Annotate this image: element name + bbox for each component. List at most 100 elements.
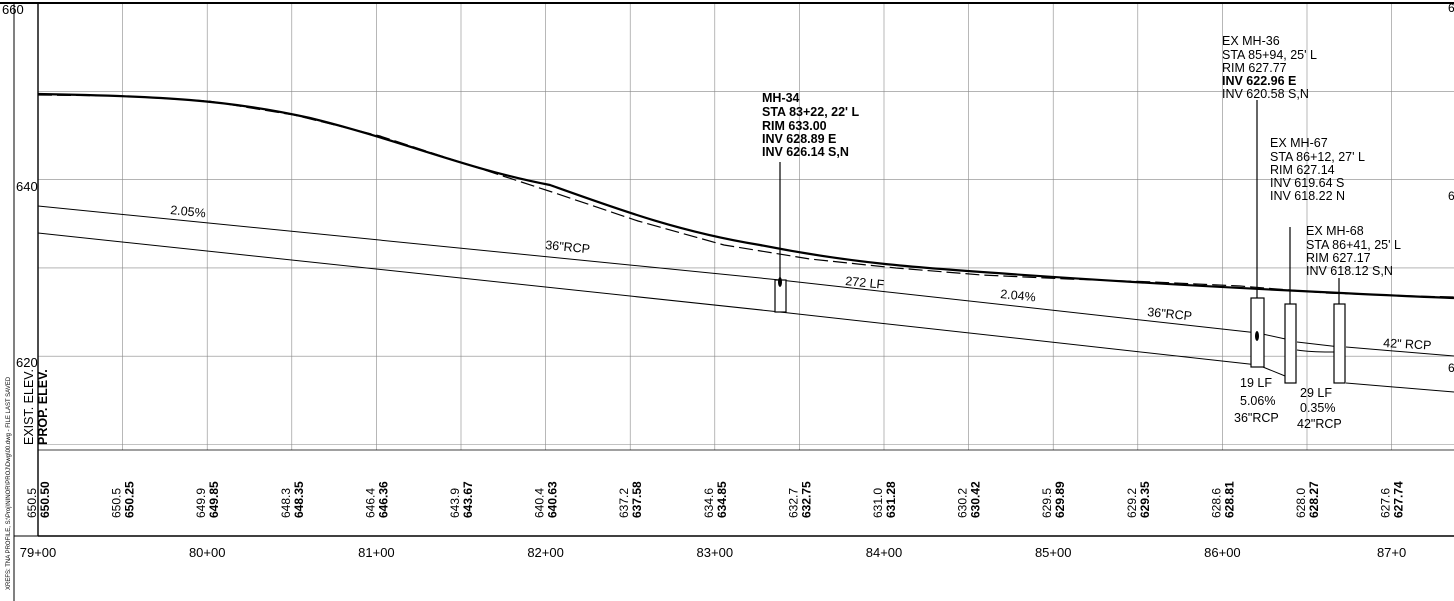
existing-ground-line — [37, 94, 1454, 298]
manhole-invert: INV 626.14 S,N — [762, 145, 849, 159]
manhole-name: MH-34 — [762, 91, 800, 105]
exist-elev-value: 649.9 — [194, 488, 208, 518]
segment-slope-label: 0.35% — [1300, 401, 1335, 415]
elev-label-620: 620 — [16, 355, 38, 370]
prop-elev-value: 649.85 — [207, 481, 221, 518]
right-edge-label: 6 — [1448, 1, 1454, 15]
station-label: 86+00 — [1204, 545, 1241, 560]
pipe-slope-label: 2.05% — [170, 203, 207, 220]
exist-elev-value: 634.6 — [702, 488, 716, 518]
manhole-invert: INV 618.22 N — [1270, 189, 1345, 203]
station-label: 82+00 — [527, 545, 564, 560]
profile-grid — [38, 3, 1454, 450]
manhole-invert: INV 628.89 E — [762, 132, 836, 146]
prop-elev-value: 632.75 — [799, 481, 813, 518]
station-label: 79+00 — [20, 545, 57, 560]
prop-elev-value: 629.35 — [1138, 481, 1152, 518]
manhole-callout-mh36: EX MH-36 STA 85+94, 25' L RIM 627.77 INV… — [1222, 34, 1317, 101]
manhole-invert: INV 622.96 E — [1222, 74, 1296, 88]
proposed-ground-line — [37, 92, 1454, 300]
manhole-rim: RIM 633.00 — [762, 119, 827, 133]
pipe-invert-line — [37, 232, 781, 313]
segment-length-label: 29 LF — [1300, 386, 1332, 400]
manhole-name: EX MH-67 — [1270, 136, 1328, 150]
pipe-section-marker — [778, 277, 782, 287]
prop-elev-value: 650.50 — [38, 481, 52, 518]
prop-elev-value: 640.63 — [546, 481, 560, 518]
manhole-station: STA 83+22, 22' L — [762, 105, 859, 119]
manhole-barrels — [774, 279, 1346, 384]
elevation-axis: 660 640 620 6 6 6 — [2, 1, 1454, 375]
segment-length-label: 19 LF — [1240, 376, 1272, 390]
right-edge-label: 6 — [1448, 189, 1454, 203]
pipe-invert-line — [779, 311, 1259, 366]
pipe-invert-line — [1296, 349, 1340, 353]
manhole-callout-mh68: EX MH-68 STA 86+41, 25' L RIM 627.17 INV… — [1306, 224, 1401, 278]
exist-elev-value: 650.5 — [110, 488, 124, 518]
pipe-crown-line — [37, 205, 781, 281]
exist-elev-value: 640.4 — [533, 488, 547, 518]
prop-elev-value: 643.67 — [461, 481, 475, 518]
segment-pipe-label: 42"RCP — [1297, 417, 1342, 431]
pipe-crown-line — [779, 279, 1259, 334]
manhole-name: EX MH-68 — [1306, 224, 1364, 238]
manhole-station: STA 86+41, 25' L — [1306, 238, 1401, 252]
manhole-station: STA 85+94, 25' L — [1222, 48, 1317, 62]
pipe-annotations: 2.05% 36"RCP 272 LF 2.04% 36"RCP 42" RCP… — [170, 203, 1432, 431]
segment-slope-label: 5.06% — [1240, 394, 1275, 408]
elev-label-660: 660 — [2, 2, 24, 17]
station-label: 81+00 — [358, 545, 395, 560]
manhole-invert: INV 620.58 S,N — [1222, 87, 1309, 101]
pipe-lines — [37, 205, 1454, 393]
pipe-crown-line — [1296, 341, 1341, 348]
callout-leaders — [779, 100, 1340, 304]
prop-elev-value: 646.36 — [376, 481, 390, 518]
prop-elev-value: 627.74 — [1392, 481, 1406, 518]
prop-elev-value: 629.89 — [1053, 481, 1067, 518]
right-edge-label: 6 — [1448, 361, 1454, 375]
manhole-barrel — [1284, 303, 1297, 384]
exist-elev-value: 629.5 — [1040, 488, 1054, 518]
exist-elev-value: 627.6 — [1379, 488, 1393, 518]
manhole-callout-mh34: MH-34 STA 83+22, 22' L RIM 633.00 INV 62… — [762, 91, 859, 159]
elev-label-640: 640 — [16, 179, 38, 194]
station-label: 85+00 — [1035, 545, 1072, 560]
exist-elev-value: 628.6 — [1209, 488, 1223, 518]
prop-elev-value: 634.85 — [715, 481, 729, 518]
prop-elev-value: 630.42 — [969, 481, 983, 518]
exist-elev-value: 632.7 — [786, 488, 800, 518]
station-label: 83+00 — [697, 545, 734, 560]
prop-elev-value: 631.28 — [884, 481, 898, 518]
pipe-section-marker — [1255, 331, 1259, 341]
pipe-size-label: 36"RCP — [545, 238, 591, 256]
manhole-name: EX MH-36 — [1222, 34, 1280, 48]
pipe-size-label: 42" RCP — [1383, 336, 1432, 353]
exist-elev-value: 648.3 — [279, 488, 293, 518]
prop-elev-value: 628.27 — [1307, 481, 1321, 518]
manhole-invert: INV 618.12 S,N — [1306, 264, 1393, 278]
manhole-rim: RIM 627.77 — [1222, 61, 1287, 75]
station-label: 87+0 — [1377, 545, 1406, 560]
station-label: 84+00 — [866, 545, 903, 560]
exist-elev-value: 646.4 — [363, 488, 377, 518]
manhole-station: STA 86+12, 27' L — [1270, 150, 1365, 164]
manhole-rim: RIM 627.17 — [1306, 251, 1371, 265]
pipe-size-label: 36"RCP — [1147, 305, 1193, 323]
pipe-invert-line — [1345, 382, 1454, 393]
exist-elev-value: 631.0 — [871, 488, 885, 518]
pipe-length-label: 272 LF — [845, 274, 885, 292]
side-margin-text: XREFS: TNA PROFILE, S:\Proj\NINOR\PROJ\D… — [6, 376, 12, 590]
prop-elev-value: 650.25 — [123, 481, 137, 518]
exist-elev-value: 629.2 — [1125, 488, 1139, 518]
manhole-barrel — [1333, 303, 1346, 384]
segment-pipe-label: 36"RCP — [1234, 411, 1279, 425]
prop-elev-value: 648.35 — [292, 481, 306, 518]
pipe-crown-line — [1345, 346, 1454, 357]
elevation-table: 650.5 650.50 650.5 650.25 649.9 649.85 648.3 64… — [25, 481, 1406, 518]
prop-elev-value: 628.81 — [1222, 481, 1236, 518]
station-label: 80+00 — [189, 545, 226, 560]
exist-elev-value: 630.2 — [956, 488, 970, 518]
prop-elev-row-label: PROP. ELEV. — [36, 369, 50, 445]
